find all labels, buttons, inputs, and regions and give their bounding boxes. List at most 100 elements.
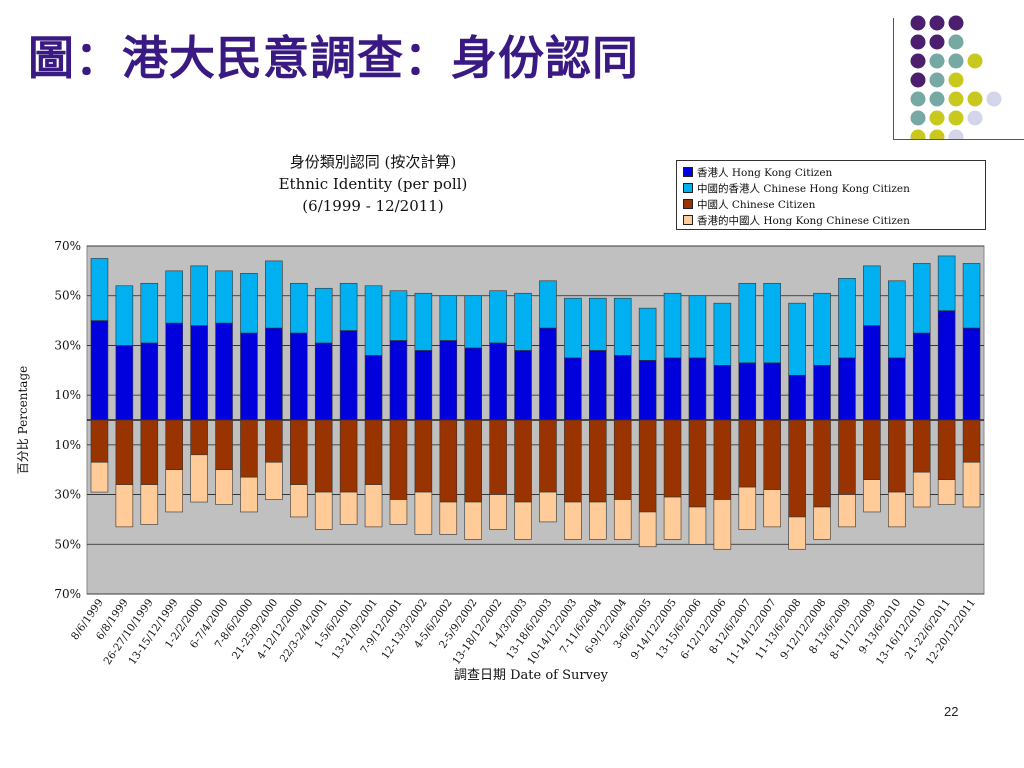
decorative-dot [986,91,1002,107]
bar-hk-citizen [514,350,532,421]
bar-chinese-citizen [140,419,159,485]
bar-hk-chinese-citizen [763,489,781,528]
identity-bar-chart: 身份類別認同 (按次計算) Ethnic Identity (per poll)… [16,153,985,683]
legend-item: 中國的香港人 Chinese Hong Kong Citizen [683,180,979,196]
bar-hk-citizen [838,357,856,421]
slide-title: 圖：港大民意調查：身份認同 [28,31,639,85]
decorative-dot [910,91,926,107]
decorative-dot [929,72,945,88]
bar-hk-chinese-citizen [888,491,906,528]
bar-chinese-hk-citizen [489,290,507,344]
bar-chinese-hk-citizen [190,265,208,326]
bar-hk-chinese-citizen [813,506,831,540]
y-tick-label: 50% [54,289,81,303]
bar-hk-citizen [464,347,482,421]
bar-chinese-hk-citizen [90,258,109,321]
bar-chinese-citizen [514,419,532,503]
bar-chinese-citizen [439,419,458,503]
bar-chinese-hk-citizen [464,295,482,349]
bar-chinese-hk-citizen [713,302,732,366]
decorative-horizontal-line [893,139,1024,140]
bar-hk-chinese-citizen [863,479,881,513]
bar-hk-chinese-citizen [439,501,458,535]
bar-hk-chinese-citizen [140,484,159,525]
y-tick-label: 30% [54,488,81,502]
bar-hk-chinese-citizen [838,494,856,528]
bar-chinese-hk-citizen [738,282,757,364]
bar-hk-citizen [439,340,458,421]
decorative-dot [910,129,926,140]
bar-hk-chinese-citizen [240,476,258,513]
legend-item: 香港的中國人 Hong Kong Chinese Citizen [683,212,979,228]
bar-chinese-hk-citizen [863,265,881,326]
decorative-dot [929,110,945,126]
decorative-dot [967,110,983,126]
bar-hk-citizen [613,355,632,421]
bar-hk-citizen [564,357,582,421]
bar-chinese-hk-citizen [165,270,183,324]
y-tick-label: 70% [54,587,81,601]
bar-hk-chinese-citizen [339,491,358,525]
decorative-dot [967,91,983,107]
bar-chinese-citizen [838,419,856,495]
bar-hk-citizen [888,357,906,421]
bar-chinese-citizen [314,419,333,493]
bar-hk-citizen [314,342,333,421]
bar-hk-citizen [539,327,557,421]
decorative-dot [929,129,945,140]
bar-chinese-citizen [240,419,258,478]
legend-label: 中國的香港人 Chinese Hong Kong Citizen [697,182,910,195]
legend-label: 香港的中國人 Hong Kong Chinese Citizen [697,214,910,227]
bar-chinese-citizen [364,419,383,485]
bar-chinese-citizen [912,419,931,473]
bar-hk-chinese-citizen [389,499,408,525]
bar-chinese-citizen [937,419,956,480]
bar-chinese-citizen [290,419,308,485]
bar-hk-citizen [215,322,233,421]
bar-hk-citizen [589,350,607,421]
chart-subtitle-range: (6/1999 - 12/2011) [302,197,443,215]
decorative-dots [910,15,1002,140]
bar-chinese-citizen [539,419,557,493]
bar-hk-chinese-citizen [464,501,482,540]
bar-hk-citizen [389,340,408,421]
bar-hk-citizen [339,330,358,421]
bar-chinese-citizen [165,419,183,471]
bar-hk-chinese-citizen [688,506,707,545]
bar-chinese-citizen [863,419,881,480]
decorative-dot [910,15,926,31]
bar-chinese-citizen [738,419,757,488]
decorative-dot [929,91,945,107]
bar-hk-chinese-citizen [738,486,757,530]
bar-chinese-hk-citizen [514,292,532,351]
bar-hk-chinese-citizen [90,461,109,493]
bar-chinese-hk-citizen [364,285,383,356]
bar-hk-citizen [738,362,757,421]
bar-hk-citizen [763,362,781,421]
bar-hk-chinese-citizen [215,469,233,505]
y-tick-label: 10% [54,388,81,402]
bar-chinese-citizen [489,419,507,495]
bar-chinese-hk-citizen [439,295,458,341]
decorative-dot [948,34,964,50]
bar-hk-chinese-citizen [414,491,433,535]
bar-chinese-hk-citizen [564,297,582,359]
decorative-dot [948,72,964,88]
bar-chinese-hk-citizen [613,297,632,356]
bar-hk-citizen [265,327,283,421]
legend-item: 中國人 Chinese Citizen [683,196,979,212]
bar-hk-chinese-citizen [190,454,208,503]
decorative-dot [910,72,926,88]
bar-chinese-hk-citizen [314,287,333,344]
bar-hk-chinese-citizen [912,471,931,508]
legend-swatch [683,167,693,177]
bar-hk-chinese-citizen [962,461,981,508]
bar-hk-citizen [788,374,806,421]
bar-hk-chinese-citizen [165,469,183,513]
bar-hk-chinese-citizen [713,499,732,550]
bar-chinese-hk-citizen [240,273,258,334]
legend-swatch [683,215,693,225]
bar-hk-chinese-citizen [364,484,383,528]
bar-hk-citizen [190,325,208,421]
chart-title: 身份類別認同 (按次計算) [290,153,456,171]
